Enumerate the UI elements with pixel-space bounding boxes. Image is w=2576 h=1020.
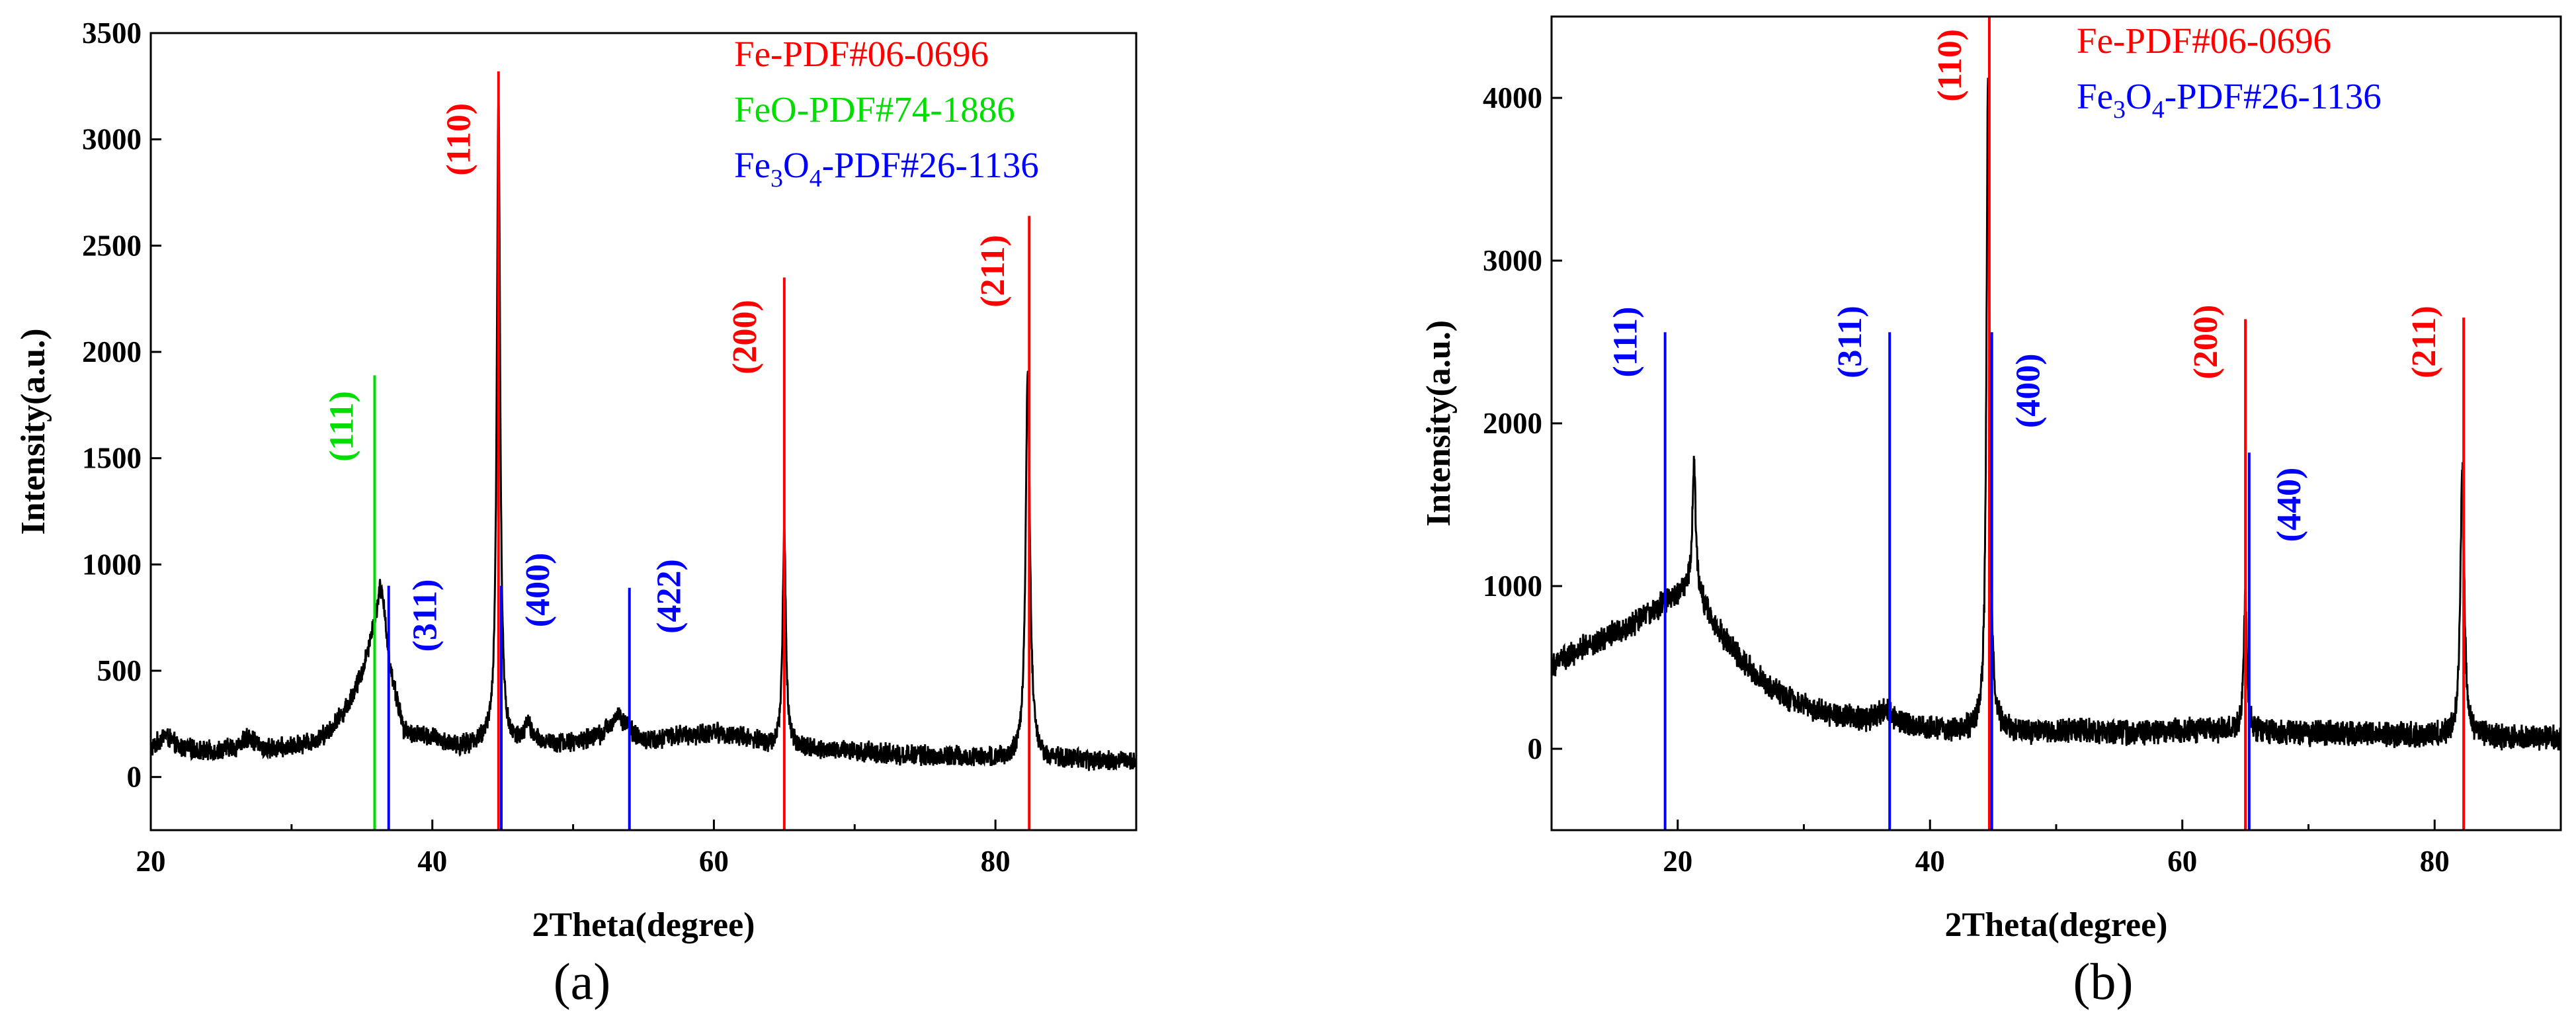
x-tick-label: 60 — [699, 845, 729, 878]
y-tick-label: 1000 — [1483, 570, 1542, 603]
y-tick-label: 3500 — [82, 17, 142, 50]
plot-frame — [149, 32, 1138, 831]
hkl-label: (311) — [407, 579, 444, 652]
y-tick-label: 2500 — [82, 229, 142, 262]
legend-subscript: 3 — [770, 165, 783, 192]
hkl-label: (110) — [1931, 29, 1969, 102]
y-tick-label: 500 — [97, 654, 142, 687]
hkl-label: (211) — [2405, 306, 2443, 378]
panel-label: (b) — [2073, 953, 2134, 1010]
x-axis-title: 2Theta(degree) — [532, 906, 755, 944]
panel-a-chart: (111)(311)(110)(400) (422)(200)(211)20 40 6… — [15, 17, 1138, 1010]
legend-text: Fe — [2077, 76, 2113, 116]
y-tick-label: 3000 — [1483, 244, 1542, 277]
x-tick-label: 20 — [1663, 845, 1692, 878]
y-tick-label: 4000 — [1483, 81, 1542, 114]
legend-entry: Fe-PDF#06-0696 — [734, 34, 989, 74]
hkl-label: (311) — [1831, 306, 1869, 378]
y-tick-label: 1500 — [82, 442, 142, 475]
y-axis-title: Intensity(a.u.) — [15, 328, 52, 534]
x-tick-label: 60 — [2167, 845, 2197, 878]
legend-subscript: 4 — [2152, 96, 2165, 124]
y-tick-label: 2000 — [82, 335, 142, 368]
legend-entry: Fe-PDF#06-0696 — [2077, 21, 2331, 61]
hkl-label: (211) — [974, 235, 1012, 308]
x-tick-label: 80 — [2420, 845, 2450, 878]
xrd-pattern-line — [151, 95, 1136, 771]
xrd-pattern-line — [1552, 77, 2561, 751]
x-tick-label: 40 — [1915, 845, 1945, 878]
hkl-label: (422) — [651, 559, 688, 634]
hkl-label: (111) — [323, 391, 360, 462]
y-tick-label: 2000 — [1483, 407, 1542, 440]
y-tick-label: 0 — [1528, 732, 1543, 765]
x-tick-label: 80 — [981, 845, 1011, 878]
x-tick-label: 20 — [136, 845, 166, 878]
x-tick-label: 40 — [417, 845, 447, 878]
panel-b-chart: (111) (311)(110)(400)(200)(440)(211)20 40 6… — [1420, 15, 2562, 1010]
legend-subscript: 4 — [810, 165, 822, 192]
y-tick-label: 3000 — [82, 123, 142, 156]
hkl-label: (400) — [2010, 353, 2048, 428]
hkl-label: (400) — [519, 553, 557, 628]
hkl-label: (111) — [1607, 307, 1645, 378]
y-tick-label: 0 — [127, 761, 142, 794]
plot-frame — [1550, 15, 2562, 831]
legend-text: Fe — [734, 145, 770, 185]
legend-text: O — [2126, 76, 2152, 116]
hkl-label: (200) — [2187, 305, 2225, 380]
y-tick-label: 1000 — [82, 548, 142, 581]
legend-entry: Fe3O4-PDF#26-1136 — [2077, 76, 2382, 124]
legend-entry: Fe3O4-PDF#26-1136 — [734, 145, 1039, 192]
legend-entry: FeO-PDF#74-1886 — [734, 89, 1015, 130]
hkl-label: (200) — [726, 300, 764, 374]
hkl-label: (440) — [2270, 468, 2308, 542]
legend-subscript: 3 — [2113, 96, 2126, 124]
hkl-label: (110) — [440, 103, 478, 176]
panel-label: (a) — [554, 953, 611, 1010]
legend-text: -PDF#26-1136 — [822, 145, 1039, 185]
x-axis-title: 2Theta(degree) — [1945, 906, 2168, 944]
y-axis-title: Intensity(a.u.) — [1420, 320, 1458, 527]
legend-text: O — [783, 145, 810, 185]
legend-text: -PDF#26-1136 — [2165, 76, 2382, 116]
